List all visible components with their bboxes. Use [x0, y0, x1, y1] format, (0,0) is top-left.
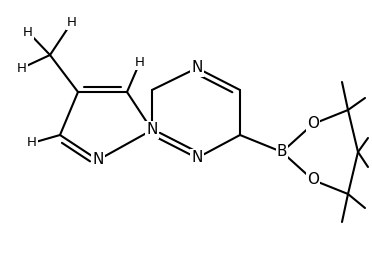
Text: B: B — [277, 145, 287, 159]
Text: H: H — [135, 56, 145, 68]
Text: N: N — [92, 152, 104, 168]
Text: H: H — [23, 26, 33, 39]
Text: O: O — [307, 116, 319, 132]
Text: N: N — [146, 122, 158, 138]
Text: O: O — [307, 173, 319, 187]
Text: H: H — [17, 62, 27, 74]
Text: H: H — [27, 137, 37, 150]
Text: N: N — [191, 61, 203, 75]
Text: H: H — [67, 15, 77, 28]
Text: N: N — [191, 151, 203, 165]
